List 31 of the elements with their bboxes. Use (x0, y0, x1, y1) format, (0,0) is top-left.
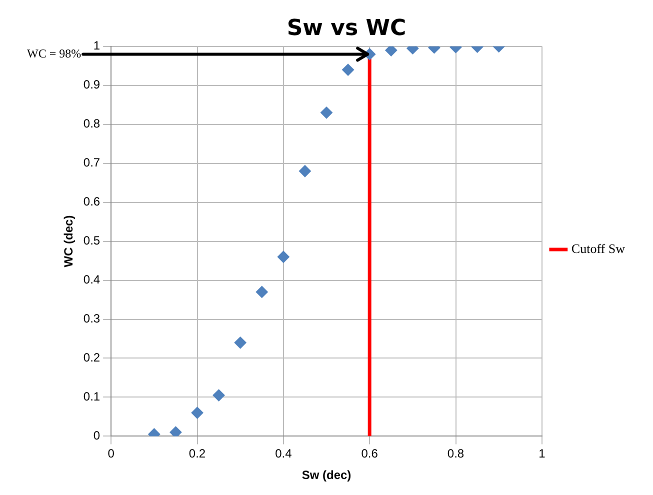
y-tick-label: 0.1 (83, 390, 100, 404)
legend-label: Cutoff Sw (571, 240, 626, 256)
y-tick-label: 0.3 (83, 312, 100, 326)
point (212, 389, 225, 402)
point (298, 165, 311, 178)
x-tick-label: 0 (108, 446, 115, 461)
y-tick-label: 0.6 (83, 194, 100, 209)
point (256, 286, 268, 298)
y-tick-label: 0.9 (83, 78, 100, 92)
x-tick-label: 1 (538, 446, 546, 461)
point (191, 406, 204, 419)
x-tick-label: 0.8 (447, 446, 464, 461)
point (277, 250, 290, 263)
point (234, 336, 246, 349)
point (320, 106, 333, 119)
y-tick-label: 0.5 (83, 234, 100, 248)
point (385, 46, 398, 56)
chart-title: Sw vs WC (286, 16, 406, 41)
y-tick-label: 0.7 (83, 156, 100, 170)
point (170, 426, 182, 436)
x-tick-label: 0.6 (361, 446, 378, 461)
annotation: WC = 98% (26, 46, 82, 60)
y-tick-label: 0.4 (83, 272, 100, 287)
x-tick-label: 0.4 (275, 446, 292, 461)
x-tick-label: 0.2 (188, 446, 206, 461)
x-axis-title: Sw (dec) (302, 468, 352, 482)
y-tick-label: 0 (93, 428, 100, 443)
y-tick-label: 1 (93, 38, 100, 53)
y-axis-title: WC (dec) (62, 215, 76, 268)
y-tick-label: 0.8 (83, 116, 100, 131)
y-tick-label: 0.2 (83, 350, 100, 365)
